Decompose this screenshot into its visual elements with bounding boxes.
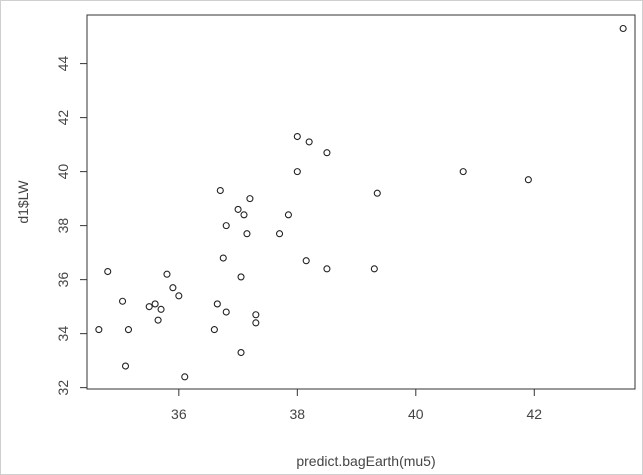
data-point: [370, 265, 378, 273]
data-point: [213, 300, 221, 308]
data-point: [169, 284, 177, 292]
x-tick-label: 36: [171, 406, 187, 422]
data-point: [293, 168, 301, 176]
x-tick-label: 40: [408, 406, 424, 422]
y-tick-label: 42: [55, 110, 71, 126]
y-tick-label: 32: [55, 380, 71, 396]
data-point: [305, 138, 313, 146]
data-point: [252, 311, 260, 319]
data-point: [104, 267, 112, 276]
data-point: [524, 176, 532, 184]
data-points: [95, 24, 627, 381]
data-point: [175, 292, 183, 300]
data-point: [284, 211, 292, 219]
data-point: [216, 186, 224, 195]
data-point: [240, 211, 248, 219]
data-point: [154, 316, 162, 324]
y-tick-label: 38: [55, 218, 71, 234]
data-point: [234, 205, 242, 213]
data-point: [181, 373, 189, 381]
data-point: [246, 195, 254, 203]
data-point: [252, 319, 260, 327]
data-point: [323, 149, 331, 157]
data-point: [243, 230, 251, 238]
data-point: [302, 257, 310, 265]
data-point: [373, 189, 381, 197]
data-point: [619, 24, 627, 33]
plot-area-border: [86, 14, 636, 390]
data-point: [151, 300, 159, 308]
y-tick-label: 44: [55, 56, 71, 72]
x-axis-title: predict.bagEarth(mu5): [296, 453, 435, 469]
data-point: [95, 326, 103, 334]
data-point: [124, 326, 133, 334]
data-point: [222, 308, 230, 316]
data-point: [118, 297, 127, 305]
x-tick-label: 42: [526, 406, 542, 422]
data-point: [237, 348, 245, 357]
data-point: [237, 273, 245, 281]
y-axis-title: d1$LW: [15, 180, 31, 224]
y-axis: 32 34 36 38 40 42 44: [55, 56, 88, 396]
y-tick-label: 34: [55, 326, 71, 342]
data-point: [157, 305, 165, 313]
data-point: [145, 303, 153, 311]
data-point: [459, 168, 467, 176]
data-point: [323, 265, 331, 273]
y-tick-label: 36: [55, 272, 71, 288]
data-point: [163, 270, 171, 278]
x-axis: 36 38 40 42: [171, 388, 542, 422]
data-point: [293, 132, 301, 141]
data-point: [275, 230, 284, 238]
y-tick-label: 40: [55, 164, 71, 180]
data-point: [222, 222, 230, 230]
data-point: [121, 362, 130, 370]
data-point: [210, 326, 218, 334]
x-tick-label: 38: [290, 406, 306, 422]
data-point: [219, 254, 227, 262]
